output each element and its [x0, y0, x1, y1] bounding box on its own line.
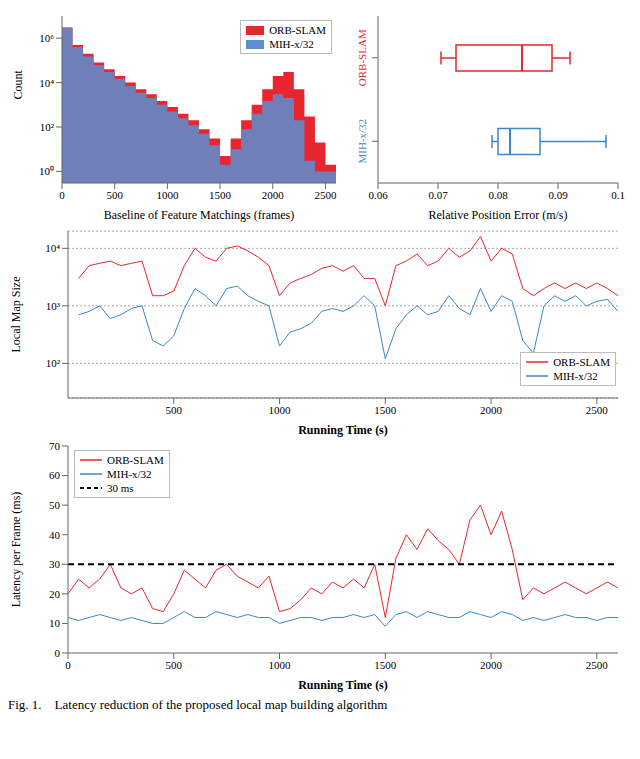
svg-text:60: 60: [49, 469, 61, 481]
svg-text:0: 0: [65, 659, 71, 671]
html-text:ORB-SLAM: ORB-SLAM: [107, 454, 164, 466]
svg-text:10²: 10²: [40, 121, 55, 133]
svg-text:10⁴: 10⁴: [39, 77, 54, 89]
html-text:MIH-x/32: MIH-x/32: [553, 370, 598, 382]
svg-text:70: 70: [49, 440, 61, 452]
svg-text:10²: 10²: [46, 357, 61, 369]
svg-text:10⁰: 10⁰: [39, 165, 54, 177]
svg-text:1000: 1000: [269, 404, 292, 416]
svg-text:2000: 2000: [480, 404, 503, 416]
svg-text:0.07: 0.07: [428, 189, 448, 201]
svg-text:2500: 2500: [586, 659, 609, 671]
html-text:MIH-x/32: MIH-x/32: [269, 38, 314, 50]
svg-text:Running Time (s): Running Time (s): [298, 423, 388, 437]
svg-text:500: 500: [166, 404, 183, 416]
html-text:ORB-SLAM: ORB-SLAM: [553, 356, 610, 368]
html-text:MIH-x/32: MIH-x/32: [107, 468, 152, 480]
svg-text:Relative Position Error (m/s): Relative Position Error (m/s): [429, 208, 568, 222]
svg-text:Latency per Frame (ms): Latency per Frame (ms): [9, 492, 23, 608]
svg-text:MIH-x/32: MIH-x/32: [356, 119, 368, 164]
svg-text:10³: 10³: [46, 300, 61, 312]
svg-text:2000: 2000: [262, 189, 285, 201]
svg-text:20: 20: [49, 588, 61, 600]
svg-text:40: 40: [49, 529, 61, 541]
svg-text:0: 0: [59, 189, 65, 201]
svg-text:10⁶: 10⁶: [39, 32, 54, 44]
svg-text:1000: 1000: [156, 189, 179, 201]
svg-text:0: 0: [55, 647, 61, 659]
svg-text:500: 500: [106, 189, 123, 201]
svg-text:1500: 1500: [374, 404, 397, 416]
svg-text:2500: 2500: [314, 189, 337, 201]
svg-text:Count: Count: [11, 69, 25, 99]
svg-text:1500: 1500: [209, 189, 232, 201]
svg-text:0.06: 0.06: [368, 189, 388, 201]
html-text:Fig. 1. Latency reduction of t: Fig. 1. Latency reduction of the propose…: [8, 697, 388, 712]
html-text:ORB-SLAM: ORB-SLAM: [269, 24, 326, 36]
svg-text:30: 30: [49, 558, 61, 570]
svg-text:1000: 1000: [269, 659, 292, 671]
svg-text:0.09: 0.09: [548, 189, 568, 201]
svg-text:10: 10: [49, 617, 61, 629]
svg-text:2500: 2500: [586, 404, 609, 416]
svg-text:Baseline of Feature Matchings: Baseline of Feature Matchings (frames): [104, 208, 295, 222]
svg-text:1500: 1500: [374, 659, 397, 671]
svg-text:0.08: 0.08: [488, 189, 508, 201]
html-text:30 ms: 30 ms: [107, 482, 134, 494]
svg-text:0.1: 0.1: [611, 189, 625, 201]
svg-text:10⁴: 10⁴: [45, 242, 60, 254]
svg-text:2000: 2000: [480, 659, 503, 671]
svg-text:ORB-SLAM: ORB-SLAM: [356, 29, 368, 86]
svg-text:Local Map Size: Local Map Size: [9, 277, 23, 353]
svg-text:50: 50: [49, 499, 61, 511]
svg-text:500: 500: [166, 659, 183, 671]
svg-text:Running Time (s): Running Time (s): [298, 678, 388, 692]
